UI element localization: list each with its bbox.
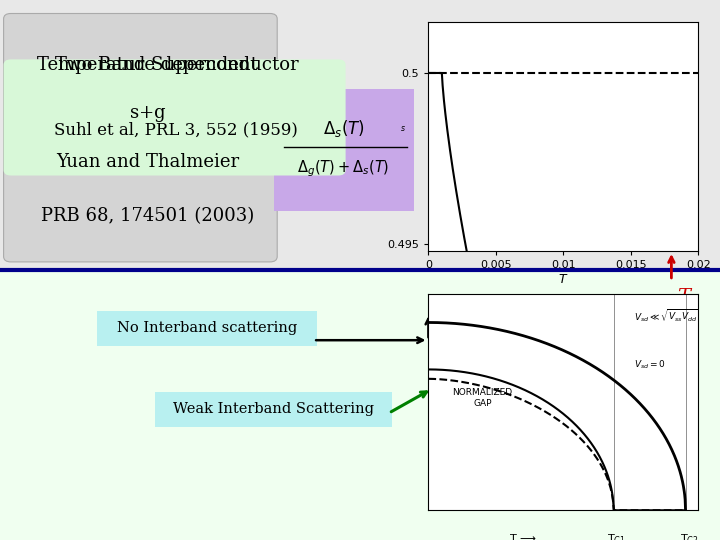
Text: NORMALIZED
GAP: NORMALIZED GAP [452,388,513,408]
FancyBboxPatch shape [4,59,346,176]
Text: $_s$: $_s$ [400,124,405,133]
Text: $\Delta_s(T)$: $\Delta_s(T)$ [323,118,364,139]
Text: T$_{C1}$: T$_{C1}$ [607,532,626,540]
Text: $V_{sd} = 0$: $V_{sd} = 0$ [634,359,665,371]
Bar [0,0,720,270]
Text: T$\,\longrightarrow$: T$\,\longrightarrow$ [509,532,537,540]
Bar [0,270,720,540]
FancyBboxPatch shape [4,14,277,262]
FancyBboxPatch shape [97,310,317,346]
Text: T$_c$: T$_c$ [677,286,700,308]
Text: T$_{C2}$: T$_{C2}$ [680,532,698,540]
X-axis label: $T$: $T$ [558,273,569,286]
Text: Weak Interband Scattering: Weak Interband Scattering [173,402,374,416]
Text: PRB 68, 174501 (2003): PRB 68, 174501 (2003) [41,207,254,225]
Text: Temperature dependent: Temperature dependent [37,56,258,74]
FancyBboxPatch shape [155,392,392,427]
Text: $V_{sd} \ll \sqrt{V_{ss}V_{dd}}$: $V_{sd} \ll \sqrt{V_{ss}V_{dd}}$ [634,307,698,323]
Text: No Interband scattering: No Interband scattering [117,321,297,335]
Text: Yuan and Thalmeier: Yuan and Thalmeier [56,153,239,171]
Text: $\Delta_g(T)+\Delta_s(T)$: $\Delta_g(T)+\Delta_s(T)$ [297,158,390,179]
FancyBboxPatch shape [274,89,414,211]
Text: s+g: s+g [130,104,166,123]
Text: Suhl et al, PRL 3, 552 (1959): Suhl et al, PRL 3, 552 (1959) [55,121,298,138]
Text: Two Band Superconductor: Two Band Superconductor [55,56,298,74]
